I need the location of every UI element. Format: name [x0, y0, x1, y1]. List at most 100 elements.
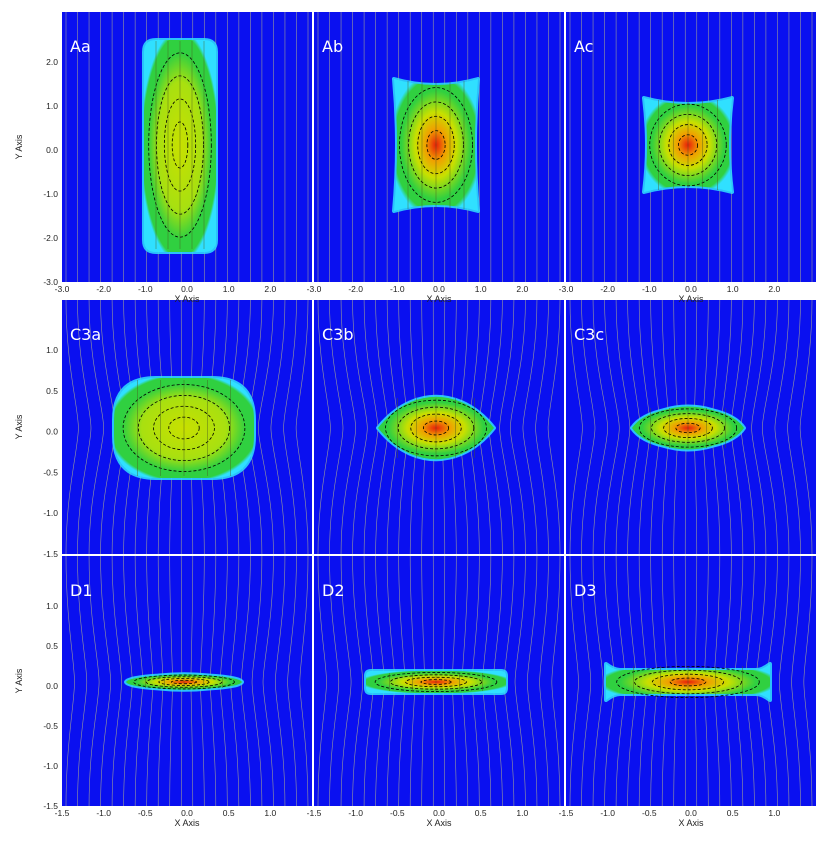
x-tick-label: -1.0: [348, 808, 363, 818]
panel-label: D2: [322, 581, 345, 600]
x-tick-label: -1.0: [96, 808, 111, 818]
field-line: [803, 556, 813, 806]
axes-layer: 2.0 1.0 0.0 -1.0 -2.0 -3.0 Y Axis -3.0 -2.0 -1.0 0…: [14, 57, 781, 828]
contour: [399, 87, 473, 203]
contour: [133, 674, 235, 690]
field-line: [352, 556, 363, 806]
field-line: [77, 300, 92, 554]
field-line: [787, 300, 801, 554]
field-line: [569, 556, 579, 806]
x-tick-label: 0.0: [685, 808, 697, 818]
field-line: [329, 556, 340, 806]
field-line: [317, 300, 331, 554]
field-line: [779, 556, 790, 806]
panel-ab: Ab: [314, 12, 564, 282]
x-axis-title: X Axis: [174, 294, 200, 304]
x-tick-label: -3.0: [559, 284, 574, 294]
x-tick-label: 1.0: [727, 284, 739, 294]
field-line: [251, 556, 263, 806]
contour: [374, 672, 498, 692]
field-line: [270, 300, 286, 554]
x-tick-label: -1.0: [642, 284, 657, 294]
panel-d1: D1: [62, 556, 312, 806]
field-line: [77, 556, 88, 806]
field-line: [340, 300, 356, 554]
y-tick-label: 0.0: [46, 145, 58, 155]
x-axis-title: X Axis: [426, 294, 452, 304]
field-line: [547, 300, 561, 554]
field-line: [317, 556, 327, 806]
x-tick-label: 0.5: [223, 808, 235, 818]
x-axis-title: X Axis: [678, 818, 704, 828]
field-line: [295, 300, 309, 554]
field-line: [88, 556, 100, 806]
x-tick-label: 1.0: [516, 808, 528, 818]
field-line: [527, 556, 538, 806]
field-lines: [569, 300, 813, 554]
x-tick-label: -0.5: [642, 808, 657, 818]
x-tick-label: 1.0: [768, 808, 780, 818]
field-line: [592, 556, 604, 806]
field-line: [799, 300, 813, 554]
field-line: [592, 300, 608, 554]
field-line: [581, 300, 596, 554]
field-line: [65, 556, 75, 806]
field-line: [340, 556, 352, 806]
x-tick-label: 0.0: [433, 284, 445, 294]
panel-label: C3b: [322, 325, 354, 344]
panel-c3b: C3b: [314, 300, 564, 554]
x-tick-label: 1.0: [475, 284, 487, 294]
x-tick-label: -2.0: [348, 284, 363, 294]
x-tick-label: -1.0: [138, 284, 153, 294]
panel-label: D1: [70, 581, 93, 600]
x-tick-label: -0.5: [390, 808, 405, 818]
x-tick-label: 0.0: [433, 808, 445, 818]
y-tick-label: -1.0: [43, 761, 58, 771]
field-line: [615, 300, 631, 554]
field-line: [774, 300, 790, 554]
field-lines: [317, 12, 561, 282]
x-tick-label: 2.0: [516, 284, 528, 294]
x-tick-label: -1.0: [390, 284, 405, 294]
field-line: [604, 300, 620, 554]
y-tick-label: 1.0: [46, 345, 58, 355]
x-tick-label: -1.5: [559, 808, 574, 818]
field-line: [510, 300, 526, 554]
x-tick-label: 0.0: [685, 284, 697, 294]
field-line: [551, 556, 561, 806]
x-tick-label: -0.5: [138, 808, 153, 818]
x-tick-label: -2.0: [600, 284, 615, 294]
x-tick-label: 1.0: [264, 808, 276, 818]
y-tick-label: -0.5: [43, 721, 58, 731]
panel-d3: D3: [566, 556, 816, 806]
field-line: [522, 300, 538, 554]
panel-label: Ab: [322, 37, 343, 56]
x-tick-label: -1.5: [55, 808, 70, 818]
field-line: [499, 300, 515, 554]
panel-label: C3a: [70, 325, 101, 344]
field-line: [751, 300, 767, 554]
field-line: [581, 556, 592, 806]
y-tick-label: -1.0: [43, 508, 58, 518]
y-tick-label: 0.0: [46, 681, 58, 691]
y-tick-label: 1.0: [46, 601, 58, 611]
field-line: [283, 300, 297, 554]
field-line: [65, 300, 79, 554]
x-tick-label: -1.5: [307, 808, 322, 818]
panel-aa: Aa: [62, 12, 312, 282]
y-tick-label: 2.0: [46, 57, 58, 67]
x-tick-label: 0.0: [181, 808, 193, 818]
field-line: [791, 556, 801, 806]
field-line: [539, 556, 549, 806]
x-axis-title: X Axis: [678, 294, 704, 304]
field-line: [100, 556, 111, 806]
field-line: [275, 556, 286, 806]
x-tick-label: 1.0: [223, 284, 235, 294]
panel-c3c: C3c: [566, 300, 816, 554]
field-line: [258, 300, 274, 554]
field-line: [352, 300, 368, 554]
panel-label: D3: [574, 581, 597, 600]
panel-label: Ac: [574, 37, 593, 56]
y-tick-label: 0.5: [46, 641, 58, 651]
